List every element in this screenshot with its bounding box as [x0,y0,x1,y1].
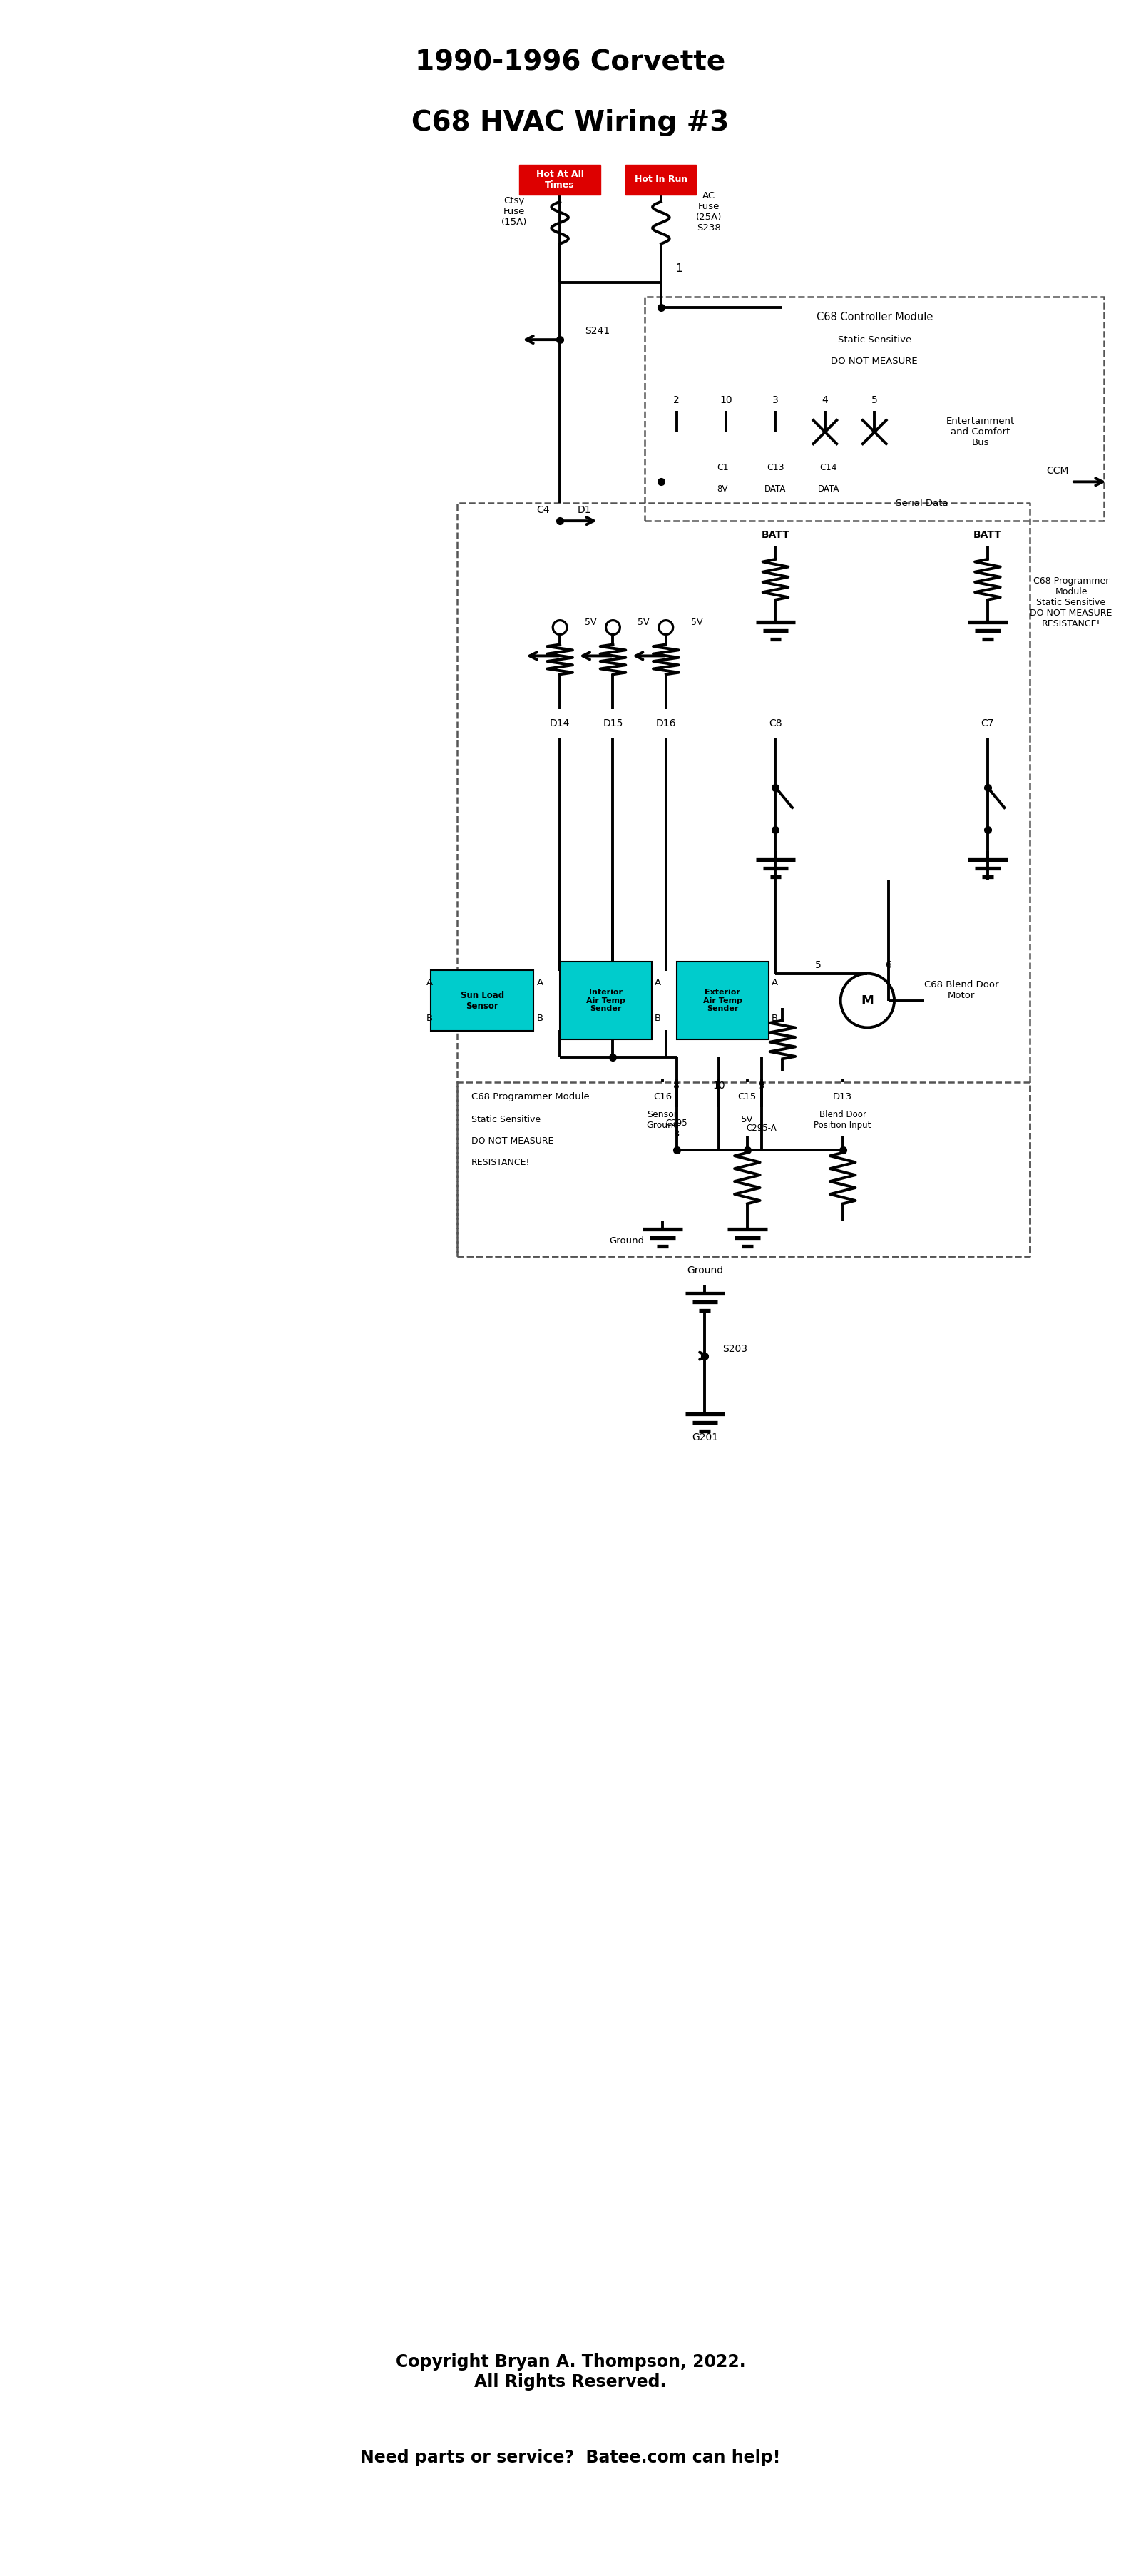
Text: C68 Blend Door
Motor: C68 Blend Door Motor [924,979,998,999]
Text: 8: 8 [673,1082,680,1090]
Text: 5: 5 [872,394,877,404]
Text: 1990-1996 Corvette: 1990-1996 Corvette [415,49,726,77]
Text: C295-A: C295-A [746,1123,777,1133]
Text: Copyright Bryan A. Thompson, 2022.
All Rights Reserved.: Copyright Bryan A. Thompson, 2022. All R… [396,2354,745,2391]
Text: 3: 3 [772,394,778,404]
Text: Interior
Air Temp
Sender: Interior Air Temp Sender [586,989,625,1012]
Text: 8V: 8V [717,484,728,495]
Text: C14: C14 [819,464,837,471]
Text: 6: 6 [885,961,892,971]
Text: A: A [771,979,778,987]
Text: Sensor
Ground: Sensor Ground [646,1110,679,1131]
Text: C1: C1 [717,464,728,471]
Text: G201: G201 [691,1432,718,1443]
Text: BATT: BATT [761,531,790,541]
Text: 2: 2 [673,394,680,404]
Text: DO NOT MEASURE: DO NOT MEASURE [831,355,917,366]
Text: C4: C4 [536,505,549,515]
Text: C15: C15 [738,1092,756,1100]
Text: Hot In Run: Hot In Run [634,175,688,185]
FancyBboxPatch shape [431,971,533,1030]
Text: BATT: BATT [973,531,1002,541]
Text: A: A [655,979,661,987]
Text: 5: 5 [815,961,822,971]
Text: 5V: 5V [584,618,597,626]
Text: B: B [536,1015,543,1023]
Text: B: B [426,1015,432,1023]
Text: Static Sensitive: Static Sensitive [471,1115,541,1126]
Text: 10: 10 [713,1082,726,1090]
Text: Hot At All
Times: Hot At All Times [536,170,584,191]
FancyBboxPatch shape [677,961,768,1041]
Text: DATA: DATA [818,484,840,495]
Text: Entertainment
and Comfort
Bus: Entertainment and Comfort Bus [946,417,1014,448]
FancyBboxPatch shape [519,165,600,196]
Text: Serial Data: Serial Data [896,500,948,507]
Text: 1: 1 [675,263,682,273]
Text: D13: D13 [833,1092,852,1100]
Text: C68 Programmer Module: C68 Programmer Module [471,1092,590,1100]
FancyBboxPatch shape [560,961,652,1041]
Text: Ctsy
Fuse
(15A): Ctsy Fuse (15A) [501,196,527,227]
Text: 5V: 5V [690,618,703,626]
Text: Ground: Ground [609,1236,645,1244]
Text: 10: 10 [720,394,733,404]
Text: 4: 4 [822,394,828,404]
Text: D14: D14 [550,719,570,729]
Text: S203: S203 [722,1345,747,1355]
Text: DATA: DATA [764,484,786,495]
Text: 5V: 5V [638,618,649,626]
Text: C295
B: C295 B [665,1118,688,1139]
FancyBboxPatch shape [625,165,696,196]
Text: D1: D1 [577,505,591,515]
Text: C68 HVAC Wiring #3: C68 HVAC Wiring #3 [412,108,729,137]
Text: D16: D16 [656,719,677,729]
Text: C16: C16 [653,1092,672,1100]
Text: M: M [861,994,874,1007]
Text: A: A [426,979,432,987]
Text: B: B [655,1015,661,1023]
Text: CCM: CCM [1046,466,1069,477]
Text: D15: D15 [602,719,623,729]
Text: Exterior
Air Temp
Sender: Exterior Air Temp Sender [703,989,742,1012]
Text: S241: S241 [584,327,609,335]
Text: Ground: Ground [687,1265,723,1275]
Text: C8: C8 [769,719,782,729]
Text: 9: 9 [759,1082,764,1090]
Text: AC
Fuse
(25A)
S238: AC Fuse (25A) S238 [696,191,722,232]
Text: Need parts or service?  Batee.com can help!: Need parts or service? Batee.com can hel… [361,2450,780,2465]
Text: C68 Controller Module: C68 Controller Module [816,312,932,322]
Text: B: B [771,1015,778,1023]
Text: C68 Programmer
Module
Static Sensitive
DO NOT MEASURE
RESISTANCE!: C68 Programmer Module Static Sensitive D… [1030,577,1112,629]
Text: Blend Door
Position Input: Blend Door Position Input [814,1110,872,1131]
Text: RESISTANCE!: RESISTANCE! [471,1159,531,1167]
Text: DO NOT MEASURE: DO NOT MEASURE [471,1136,553,1146]
Text: 5V: 5V [741,1115,753,1126]
Text: Sun Load
Sensor: Sun Load Sensor [460,992,504,1010]
Text: C13: C13 [767,464,784,471]
Text: C7: C7 [981,719,994,729]
Text: A: A [536,979,543,987]
Text: Static Sensitive: Static Sensitive [837,335,912,345]
